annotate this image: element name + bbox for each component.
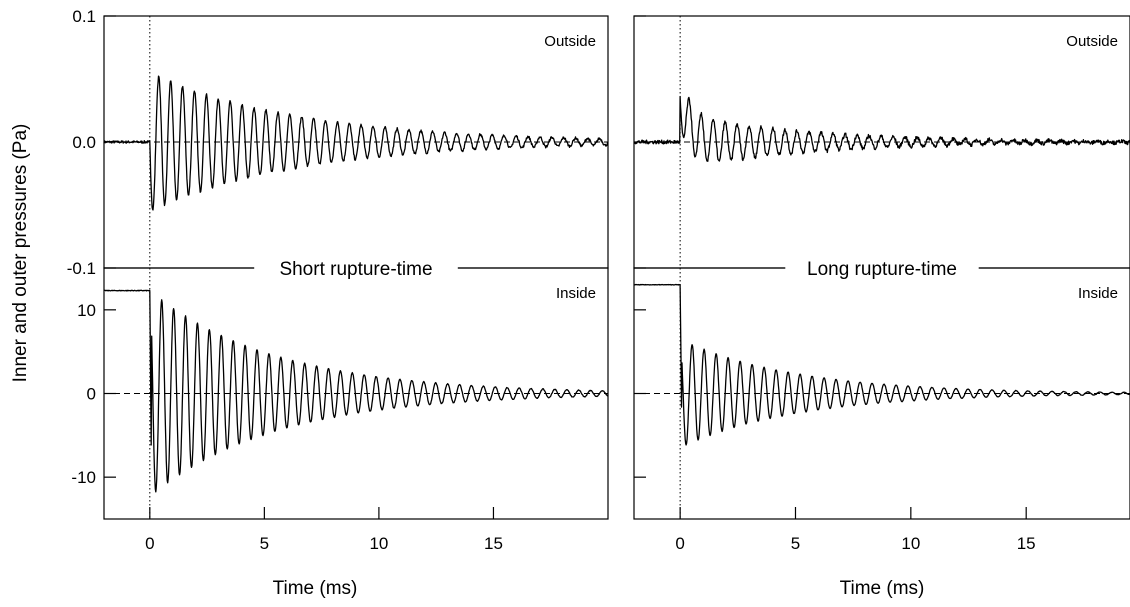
band-title-left: Short rupture-time — [279, 259, 432, 280]
band-title-mask — [785, 256, 979, 280]
x-axis-title-left: Time (ms) — [273, 578, 358, 599]
pressure-trace-inside — [103, 289, 609, 493]
x-axis-title-right: Time (ms) — [840, 578, 925, 599]
band-title-right: Long rupture-time — [807, 259, 957, 280]
panel-inside-left: 10 0 -10 Inside — [71, 267, 609, 520]
x-tick-label: 0 — [675, 534, 684, 553]
y-tick-label: -0.1 — [67, 259, 96, 278]
panel-inside-right: Inside — [633, 267, 1130, 520]
x-tick-label: 10 — [901, 534, 920, 553]
pressure-trace-inside — [633, 283, 1130, 446]
panel-label-inside: Inside — [1078, 285, 1118, 302]
y-axis-title: Inner and outer pressures (Pa) — [10, 124, 31, 383]
y-tick-label: 0.1 — [72, 7, 96, 26]
x-tick-label: 5 — [260, 534, 269, 553]
x-tick-label: 5 — [791, 534, 800, 553]
panel-label-outside: Outside — [544, 33, 596, 50]
panel-label-inside: Inside — [556, 285, 596, 302]
x-tick-label: 0 — [145, 534, 154, 553]
pressure-trace-outside — [103, 75, 609, 211]
panel-label-outside: Outside — [1066, 33, 1118, 50]
chart-column-long-rupture: Outside Inside 0 5 10 15 Long rupture-time — [633, 15, 1130, 553]
x-tick-label: 15 — [484, 534, 503, 553]
y-tick-label: -10 — [71, 468, 96, 487]
chart-column-short-rupture: 0.1 0.0 -0.1 Outside 10 0 -10 Inside 0 5 10 15 Short… — [67, 7, 609, 553]
y-tick-label: 0 — [87, 385, 96, 404]
panel-outside-right: Outside — [633, 15, 1130, 269]
band-title-mask — [254, 256, 458, 280]
x-tick-label: 10 — [369, 534, 388, 553]
y-tick-label: 10 — [77, 301, 96, 320]
x-tick-label: 15 — [1017, 534, 1036, 553]
panel-outside-left: 0.1 0.0 -0.1 Outside — [67, 7, 609, 278]
pressure-trace-outside — [633, 95, 1130, 162]
y-tick-label: 0.0 — [72, 133, 96, 152]
